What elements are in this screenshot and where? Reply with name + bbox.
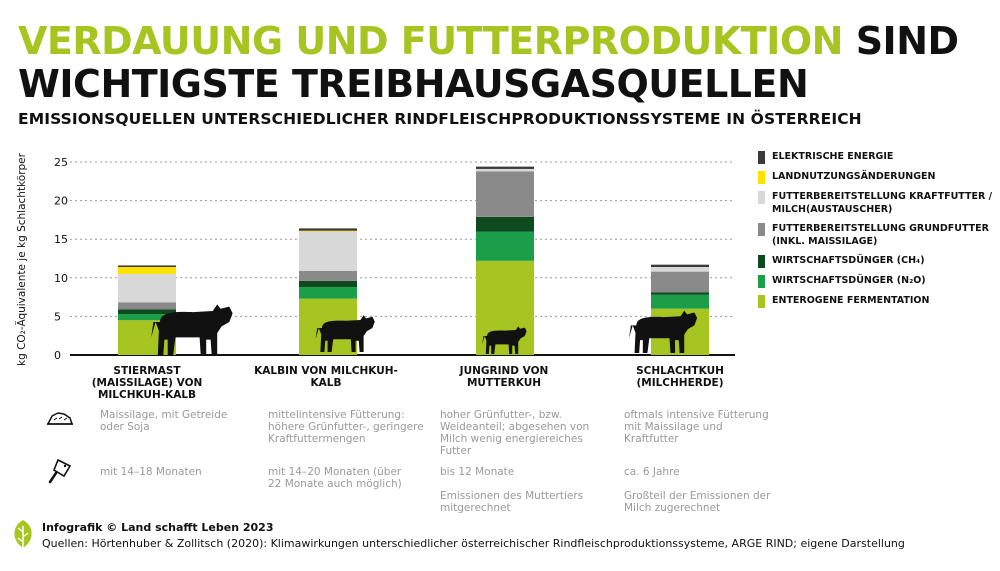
page-subtitle: EMISSIONSQUELLEN UNTERSCHIEDLICHER RINDF… <box>18 110 862 128</box>
footer-sources: Quellen: Hörtenhuber & Zollitsch (2020):… <box>42 537 905 550</box>
bar-segment <box>651 292 709 295</box>
bar-segment <box>476 171 534 217</box>
bar-segment <box>299 228 357 231</box>
legend-label: WIRTSCHAFTSDÜNGER (N₂O) <box>772 275 926 286</box>
bar-segment <box>299 280 357 288</box>
footer-credit: Infografik © Land schafft Leben 2023 <box>42 521 274 534</box>
bar-segment <box>476 216 534 232</box>
legend-label: ELEKTRISCHE ENERGIE <box>772 151 894 162</box>
bar-segment <box>476 168 534 172</box>
bar-segment <box>118 302 176 310</box>
legend-label: FUTTERBEREITSTELLUNG GRUNDFUTTER (INKL. … <box>772 223 989 247</box>
age-note-schlachtkuh: ca. 6 Jahre <box>624 466 680 478</box>
extra-note-schlachtkuh: Großteil der Emissionen der Milch zugere… <box>624 490 771 514</box>
feed-note-stiermast: Maissilage, mit Getreide oder Soja <box>100 409 228 433</box>
bar-segment <box>651 294 709 309</box>
legend-item: ELEKTRISCHE ENERGIE <box>758 150 998 164</box>
title-line-2: WICHTIGSTE TREIBHAUSGASQUELLEN <box>18 62 809 106</box>
legend-swatch <box>758 275 765 288</box>
y-tick-label: 25 <box>54 156 68 169</box>
feed-note-schlachtkuh: oftmals intensive Fütterung mit Maissila… <box>624 409 769 445</box>
bar-segment <box>651 266 709 272</box>
bar-segment <box>118 266 176 274</box>
legend-swatch <box>758 151 765 164</box>
bar-segment <box>651 264 709 267</box>
bar-segment <box>299 270 357 281</box>
legend-label: LANDNUTZUNGSÄNDERUNGEN <box>772 171 936 182</box>
legend-label: ENTEROGENE FERMENTATION <box>772 295 930 306</box>
silage-icon <box>46 410 74 432</box>
bar-segment <box>118 273 176 303</box>
bar-segment <box>299 231 357 271</box>
legend-label: FUTTERBEREITSTELLUNG KRAFTFUTTER / MILCH… <box>772 191 993 215</box>
calf-icon <box>482 326 527 354</box>
bar-segment <box>299 230 357 232</box>
cow-icon <box>629 310 698 353</box>
legend-swatch <box>758 255 765 268</box>
category-label-kalbin: KALBIN VON MILCHKUH-KALB <box>254 365 398 389</box>
legend-item: LANDNUTZUNGSÄNDERUNGEN <box>758 170 998 184</box>
legend-swatch <box>758 223 765 236</box>
cleaver-icon <box>48 458 74 488</box>
bar-segment <box>651 271 709 293</box>
category-label-jungrind: JUNGRIND VON MUTTERKUH <box>459 365 549 389</box>
legend-swatch <box>758 295 765 308</box>
legend-item: ENTEROGENE FERMENTATION <box>758 294 998 308</box>
title-part-black: SIND <box>855 19 959 63</box>
bar-segment <box>118 265 176 267</box>
feed-note-jungrind: hoher Grünfutter-, bzw. Weideanteil; abg… <box>440 409 590 457</box>
y-axis-label: kg CO₂-Äquivalente je kg Schlachtkörper <box>16 153 28 366</box>
bar-segment <box>118 314 176 321</box>
legend-label: WIRTSCHAFTSDÜNGER (CH₄) <box>772 255 925 266</box>
legend-swatch <box>758 171 765 184</box>
bull-icon <box>151 304 233 355</box>
legend-swatch <box>758 191 765 204</box>
feed-note-kalbin: mittelintensive Fütterung: höhere Grünfu… <box>268 409 424 445</box>
category-label-schlachtkuh: SCHLACHTKUH (MILCHHERDE) <box>636 365 724 389</box>
heifer-icon <box>315 315 375 352</box>
page-title: VERDAUUNG UND FUTTERPRODUKTION SIND WICH… <box>18 20 959 106</box>
y-tick-label: 5 <box>54 310 61 323</box>
age-note-jungrind: bis 12 Monate <box>440 466 515 478</box>
legend-item: WIRTSCHAFTSDÜNGER (N₂O) <box>758 274 998 288</box>
age-note-kalbin: mit 14–20 Monaten (über 22 Monate auch m… <box>268 466 402 490</box>
legend-item: WIRTSCHAFTSDÜNGER (CH₄) <box>758 254 998 268</box>
bar-segment <box>299 287 357 299</box>
bar-segment <box>476 166 534 169</box>
legend-item: FUTTERBEREITSTELLUNG KRAFTFUTTER / MILCH… <box>758 190 998 216</box>
y-tick-label: 15 <box>54 233 68 246</box>
category-label-stiermast: STIERMAST (MAISSILAGE) VON MILCHKUH-KALB <box>91 365 203 401</box>
chart-legend: ELEKTRISCHE ENERGIE LANDNUTZUNGSÄNDERUNGE… <box>758 150 998 314</box>
y-tick-label: 20 <box>54 195 68 208</box>
legend-item: FUTTERBEREITSTELLUNG GRUNDFUTTER (INKL. … <box>758 222 998 248</box>
bar-segment <box>476 231 534 261</box>
leaf-logo-icon <box>10 518 36 556</box>
bar-segment <box>118 309 176 315</box>
y-tick-label: 10 <box>54 272 68 285</box>
extra-note-jungrind: Emissionen des Muttertiers mitgerechnet <box>440 490 584 514</box>
y-tick-label: 0 <box>54 349 61 362</box>
age-note-stiermast: mit 14–18 Monaten <box>100 466 202 478</box>
title-part-green: VERDAUUNG UND FUTTERPRODUKTION <box>18 19 843 63</box>
